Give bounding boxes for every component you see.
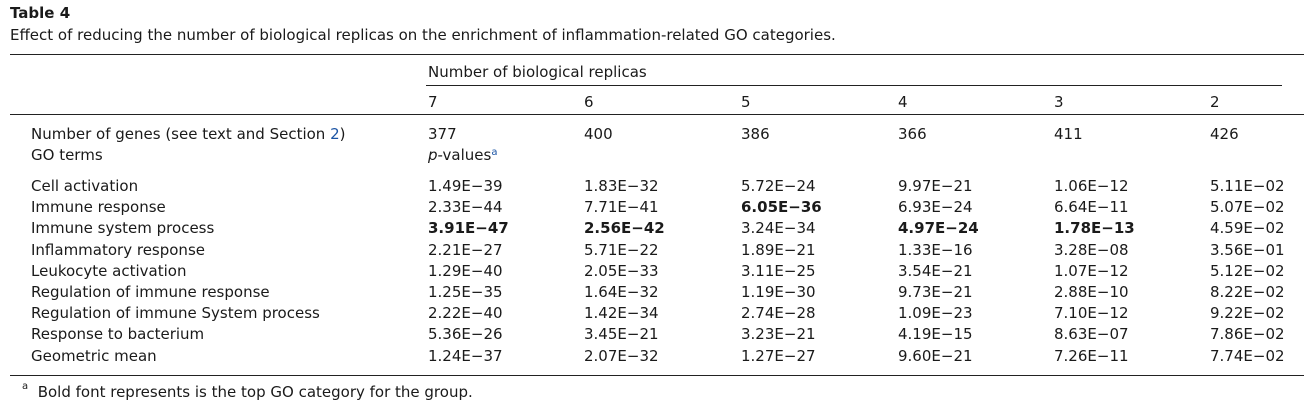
p-value-cell: 7.74E−02 xyxy=(1210,346,1285,365)
p-value-cell: 7.71E−41 xyxy=(584,198,659,217)
column-header: 7 xyxy=(428,93,438,111)
header-rule xyxy=(10,114,1304,115)
genes-count-cell: 400 xyxy=(584,125,613,143)
p-values-rest: -values xyxy=(437,146,492,164)
footnote: a Bold font represents is the top GO cat… xyxy=(22,381,473,401)
p-value-cell: 1.19E−30 xyxy=(741,283,816,301)
p-value-cell: 1.83E−32 xyxy=(584,177,659,195)
p-value-cell: 1.25E−35 xyxy=(428,283,503,301)
p-value-cell: 3.54E−21 xyxy=(898,261,973,280)
footnote-mark: a xyxy=(22,381,29,392)
column-header: 2 xyxy=(1210,93,1220,111)
row-label: Cell activation xyxy=(31,177,139,195)
p-value-cell: 3.11E−25 xyxy=(741,261,816,280)
p-value-cell: 5.72E−24 xyxy=(741,177,816,195)
p-value-cell: 8.63E−07 xyxy=(1054,325,1129,344)
row-label: Immune response xyxy=(31,198,166,217)
p-value-cell: 5.12E−02 xyxy=(1210,261,1285,280)
genes-label-prefix: Number of genes (see text and Section xyxy=(31,125,331,143)
p-value-cell: 2.07E−32 xyxy=(584,346,659,365)
p-value-cell: 5.07E−02 xyxy=(1210,198,1285,217)
p-value-cell: 2.74E−28 xyxy=(741,304,816,323)
p-value-cell: 3.56E−01 xyxy=(1210,240,1285,259)
p-value-cell: 9.22E−02 xyxy=(1210,304,1285,323)
p-value-cell: 1.07E−12 xyxy=(1054,261,1129,280)
table-caption-title: Table 4 xyxy=(10,4,71,22)
top-rule xyxy=(10,54,1304,55)
section-link[interactable]: 2 xyxy=(330,125,340,143)
p-value-cell: 2.33E−44 xyxy=(428,198,503,217)
p-value-cell: 4.19E−15 xyxy=(898,325,973,344)
p-value-cell: 1.78E−13 xyxy=(1054,219,1135,238)
p-value-cell: 9.97E−21 xyxy=(898,177,973,195)
column-group-rule xyxy=(426,85,1282,86)
p-value-cell: 1.27E−27 xyxy=(741,346,816,365)
table-caption-text: Effect of reducing the number of biologi… xyxy=(10,26,836,44)
footnote-marker[interactable]: a xyxy=(491,147,498,158)
go-terms-label: GO terms xyxy=(31,146,103,164)
p-value-cell: 9.73E−21 xyxy=(898,283,973,301)
p-value-cell: 3.24E−34 xyxy=(741,219,816,238)
genes-count-cell: 366 xyxy=(898,125,927,143)
p-values-label: p-valuesa xyxy=(428,145,497,165)
p-value-cell: 1.29E−40 xyxy=(428,261,503,280)
p-value-cell: 6.64E−11 xyxy=(1054,198,1129,217)
column-header: 4 xyxy=(898,93,908,111)
p-value-cell: 8.22E−02 xyxy=(1210,283,1285,301)
bottom-rule xyxy=(10,375,1304,376)
column-group-label: Number of biological replicas xyxy=(428,63,647,81)
row-label: Inflammatory response xyxy=(31,240,205,259)
column-header: 3 xyxy=(1054,93,1064,111)
p-value-cell: 7.10E−12 xyxy=(1054,304,1129,323)
p-value-cell: 3.45E−21 xyxy=(584,325,659,344)
p-value-cell: 2.21E−27 xyxy=(428,240,503,259)
row-label: Immune system process xyxy=(31,219,215,238)
column-header: 5 xyxy=(741,93,751,111)
row-label: Response to bacterium xyxy=(31,325,205,344)
p-value-cell: 4.97E−24 xyxy=(898,219,979,238)
p-value-cell: 3.91E−47 xyxy=(428,219,509,238)
p-value-cell: 3.23E−21 xyxy=(741,325,816,344)
row-label: Leukocyte activation xyxy=(31,261,187,280)
p-value-cell: 2.22E−40 xyxy=(428,304,503,323)
genes-label-suffix: ) xyxy=(339,125,346,143)
p-value-cell: 1.42E−34 xyxy=(584,304,659,323)
p-value-cell: 2.88E−10 xyxy=(1054,283,1129,301)
p-italic: p xyxy=(428,146,438,164)
p-value-cell: 6.93E−24 xyxy=(898,198,973,217)
row-label: Regulation of immune response xyxy=(31,283,270,301)
genes-count-cell: 426 xyxy=(1210,125,1239,143)
p-value-cell: 6.05E−36 xyxy=(741,198,822,217)
p-value-cell: 5.36E−26 xyxy=(428,325,503,344)
p-value-cell: 1.09E−23 xyxy=(898,304,973,323)
genes-count-cell: 411 xyxy=(1054,125,1083,143)
p-value-cell: 1.24E−37 xyxy=(428,346,503,365)
genes-count-cell: 386 xyxy=(741,125,770,143)
p-value-cell: 7.26E−11 xyxy=(1054,346,1129,365)
column-header: 6 xyxy=(584,93,594,111)
footnote-text: Bold font represents is the top GO categ… xyxy=(37,383,473,401)
p-value-cell: 5.11E−02 xyxy=(1210,177,1285,195)
p-value-cell: 1.64E−32 xyxy=(584,283,659,301)
p-value-cell: 1.89E−21 xyxy=(741,240,816,259)
p-value-cell: 9.60E−21 xyxy=(898,346,973,365)
p-value-cell: 2.05E−33 xyxy=(584,261,659,280)
p-value-cell: 1.06E−12 xyxy=(1054,177,1129,195)
row-label: Geometric mean xyxy=(31,346,157,365)
p-value-cell: 1.33E−16 xyxy=(898,240,973,259)
p-value-cell: 2.56E−42 xyxy=(584,219,665,238)
p-value-cell: 1.49E−39 xyxy=(428,177,503,195)
p-value-cell: 7.86E−02 xyxy=(1210,325,1285,344)
genes-row-label: Number of genes (see text and Section 2) xyxy=(31,124,345,144)
genes-count-cell: 377 xyxy=(428,125,457,143)
p-value-cell: 5.71E−22 xyxy=(584,240,659,259)
p-value-cell: 4.59E−02 xyxy=(1210,219,1285,238)
row-label: Regulation of immune System process xyxy=(31,304,320,323)
p-value-cell: 3.28E−08 xyxy=(1054,240,1129,259)
